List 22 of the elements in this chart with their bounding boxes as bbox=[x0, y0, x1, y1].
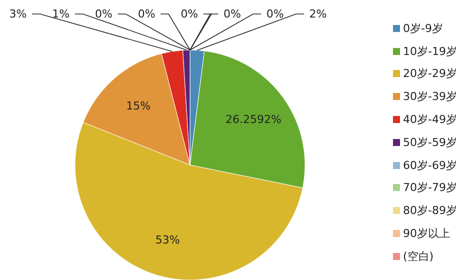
data-label: 53% bbox=[155, 233, 180, 246]
data-label: 2% bbox=[309, 8, 327, 20]
legend-label: 40岁-49岁 bbox=[403, 112, 457, 128]
legend-label: 90岁以上 bbox=[403, 226, 450, 242]
legend-label: 10岁-19岁 bbox=[403, 44, 457, 59]
data-label: 15% bbox=[126, 100, 151, 113]
data-label: 3% bbox=[9, 8, 27, 20]
text: 0% bbox=[138, 8, 156, 20]
legend-label: 50岁-59岁 bbox=[403, 134, 457, 150]
legend-label: 30岁-39岁 bbox=[403, 89, 457, 104]
text: 0% bbox=[94, 8, 112, 20]
text: 0% bbox=[224, 8, 242, 20]
legend-label: 20岁-29岁 bbox=[403, 66, 457, 82]
legend-label: (空白) bbox=[403, 248, 434, 264]
data-label: 1% bbox=[52, 8, 70, 20]
legend-label: 70岁-79岁 bbox=[403, 180, 457, 196]
legend-label: 80岁-89岁 bbox=[403, 203, 457, 218]
data-label: 26.2592% bbox=[226, 112, 282, 126]
text: 0% bbox=[180, 8, 198, 20]
legend-label: 0岁-9岁 bbox=[403, 20, 443, 36]
legend-label: 60岁-69岁 bbox=[403, 158, 457, 173]
text: 0% bbox=[266, 8, 284, 20]
